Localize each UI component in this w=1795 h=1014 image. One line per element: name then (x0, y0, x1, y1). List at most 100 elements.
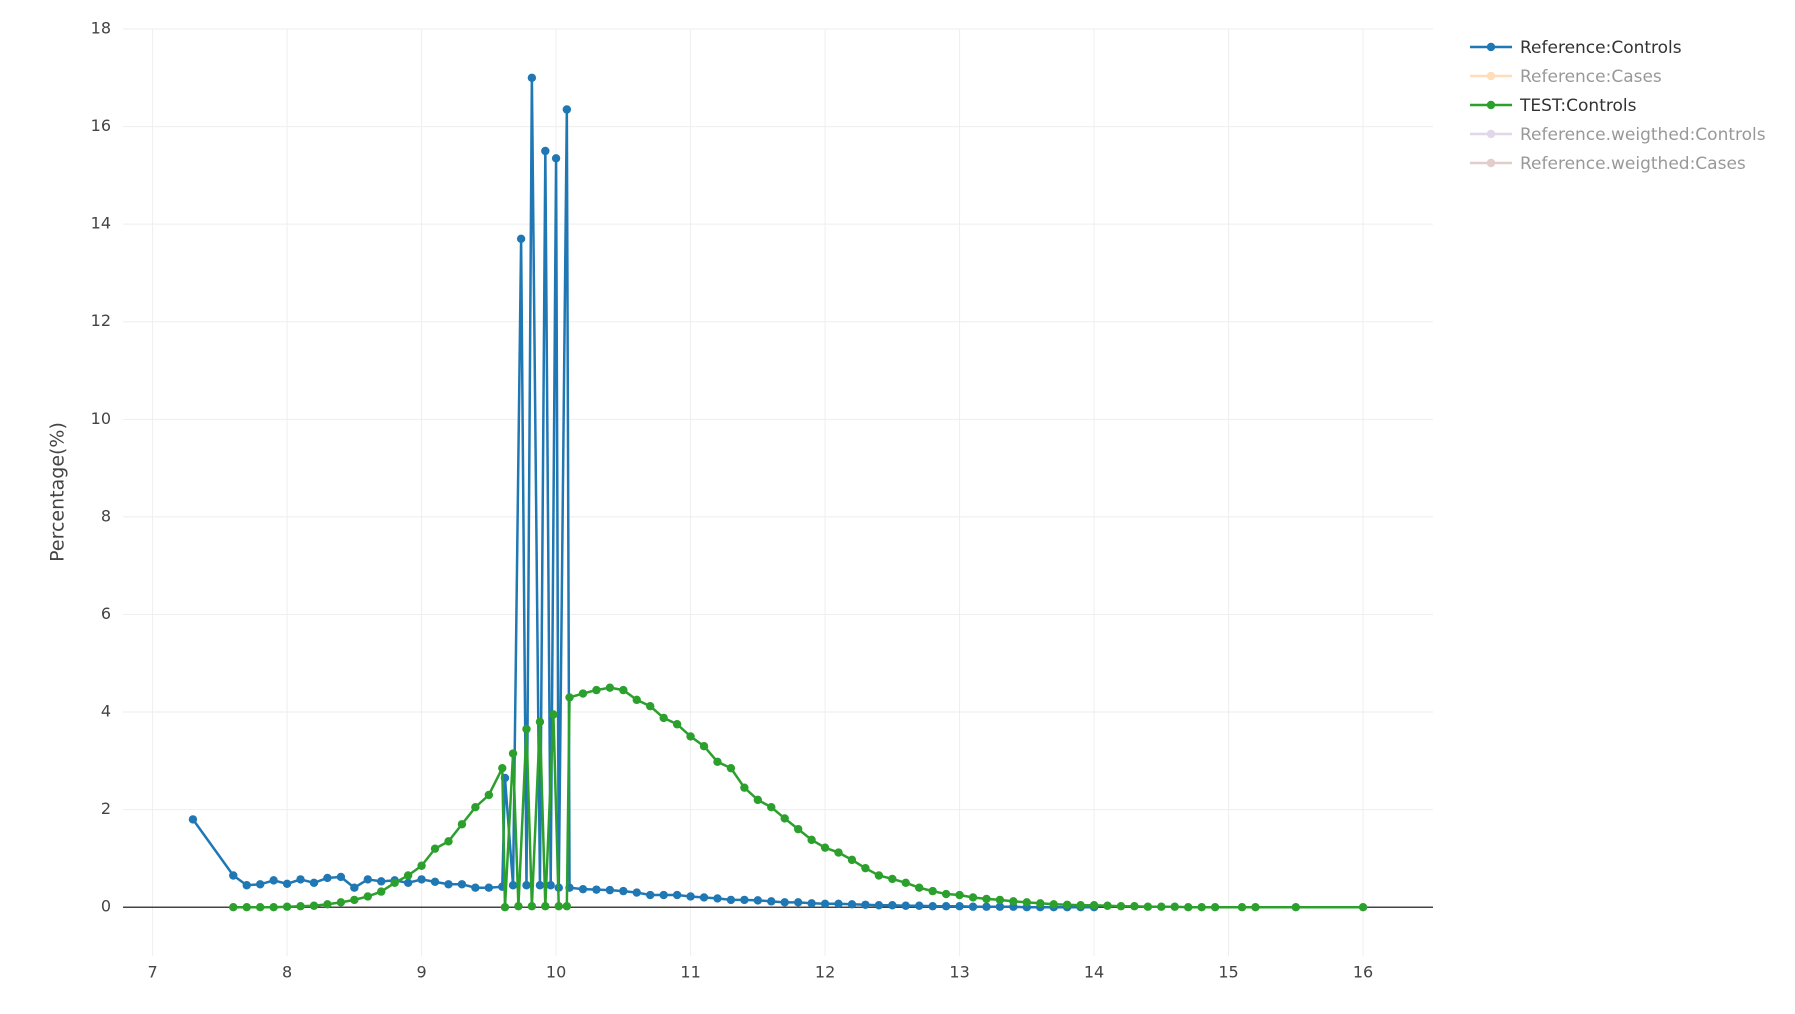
legend-item[interactable]: TEST:Controls (1470, 96, 1637, 116)
data-point (713, 894, 722, 903)
data-point (269, 876, 278, 885)
legend-item[interactable]: Reference.weigthed:Controls (1470, 125, 1766, 145)
data-point (646, 701, 655, 711)
y-tick-label: 10 (91, 409, 111, 428)
data-point (605, 885, 615, 895)
data-point (522, 724, 531, 734)
data-point (686, 732, 695, 741)
data-point (377, 877, 386, 886)
data-point (350, 883, 359, 892)
data-point (659, 890, 668, 900)
data-point (955, 890, 964, 900)
data-point (726, 895, 736, 905)
data-point (417, 875, 426, 884)
data-point (500, 903, 510, 912)
data-point (982, 894, 991, 904)
data-point (592, 685, 601, 695)
legend-item[interactable]: Reference.weigthed:Cases (1470, 154, 1746, 174)
data-point (726, 763, 736, 773)
y-tick-label: 6 (101, 604, 111, 623)
data-point (861, 900, 870, 909)
data-point (847, 855, 857, 865)
data-point (430, 844, 440, 853)
data-point (995, 902, 1005, 911)
data-point (874, 901, 884, 910)
data-point (955, 902, 964, 911)
legend-label: Reference.weigthed:Controls (1520, 125, 1766, 145)
data-point (565, 693, 574, 702)
data-point (1076, 901, 1085, 910)
data-point (229, 871, 238, 880)
data-point (541, 146, 550, 156)
data-point (417, 861, 426, 870)
data-point (780, 898, 789, 907)
data-point (632, 888, 641, 897)
data-point (592, 885, 601, 894)
data-point (1291, 903, 1301, 912)
data-point (457, 880, 467, 889)
y-tick-label: 18 (91, 19, 111, 38)
data-point (527, 902, 537, 911)
data-point (498, 763, 507, 773)
y-tick-label: 2 (101, 799, 111, 818)
data-point (296, 902, 305, 911)
y-tick-label: 14 (91, 214, 111, 233)
data-point (444, 837, 453, 846)
data-point (1036, 899, 1045, 908)
legend-marker (1486, 100, 1496, 110)
x-tick-label: 12 (815, 963, 835, 982)
data-point (390, 878, 399, 888)
data-point (554, 902, 563, 911)
data-point (1184, 903, 1193, 912)
y-tick-label: 16 (91, 116, 111, 135)
data-point (646, 890, 655, 900)
data-point (430, 877, 440, 887)
data-point (516, 234, 526, 243)
data-point (323, 873, 332, 883)
data-point (255, 880, 265, 889)
data-point (403, 871, 413, 880)
x-tick-label: 7 (147, 963, 157, 982)
data-point (699, 742, 709, 751)
data-point (807, 835, 816, 845)
data-point (1022, 898, 1032, 907)
data-point (549, 710, 558, 719)
data-point (982, 902, 991, 911)
data-point (242, 903, 251, 912)
data-point (522, 881, 531, 890)
data-point (968, 893, 978, 902)
series-line (233, 686, 1364, 909)
data-point (767, 897, 776, 906)
data-point (1103, 901, 1112, 910)
data-point (514, 902, 523, 911)
x-tick-label: 15 (1218, 963, 1238, 982)
data-point (888, 901, 897, 910)
data-point (1049, 900, 1058, 909)
data-point (282, 902, 292, 911)
y-tick-label: 12 (91, 311, 111, 330)
x-tick-label: 9 (416, 963, 426, 982)
data-point (350, 895, 359, 905)
data-point (282, 879, 292, 888)
data-point (309, 878, 319, 888)
data-point (1210, 903, 1220, 912)
data-point (820, 899, 830, 908)
data-point (780, 814, 789, 823)
data-point (377, 887, 386, 896)
data-point (296, 875, 305, 884)
legend-item[interactable]: Reference:Controls (1470, 38, 1682, 58)
data-point (901, 878, 910, 888)
data-point (619, 685, 628, 695)
data-point (188, 815, 198, 824)
legend-item[interactable]: Reference:Cases (1470, 67, 1662, 87)
data-point (753, 896, 763, 905)
data-point (672, 890, 682, 900)
data-point (1009, 897, 1018, 906)
data-point (713, 757, 722, 767)
data-point (915, 901, 924, 910)
data-point (605, 683, 615, 692)
data-point (471, 883, 480, 892)
data-point (1170, 902, 1179, 911)
data-point (686, 892, 695, 901)
data-point (1116, 902, 1126, 911)
